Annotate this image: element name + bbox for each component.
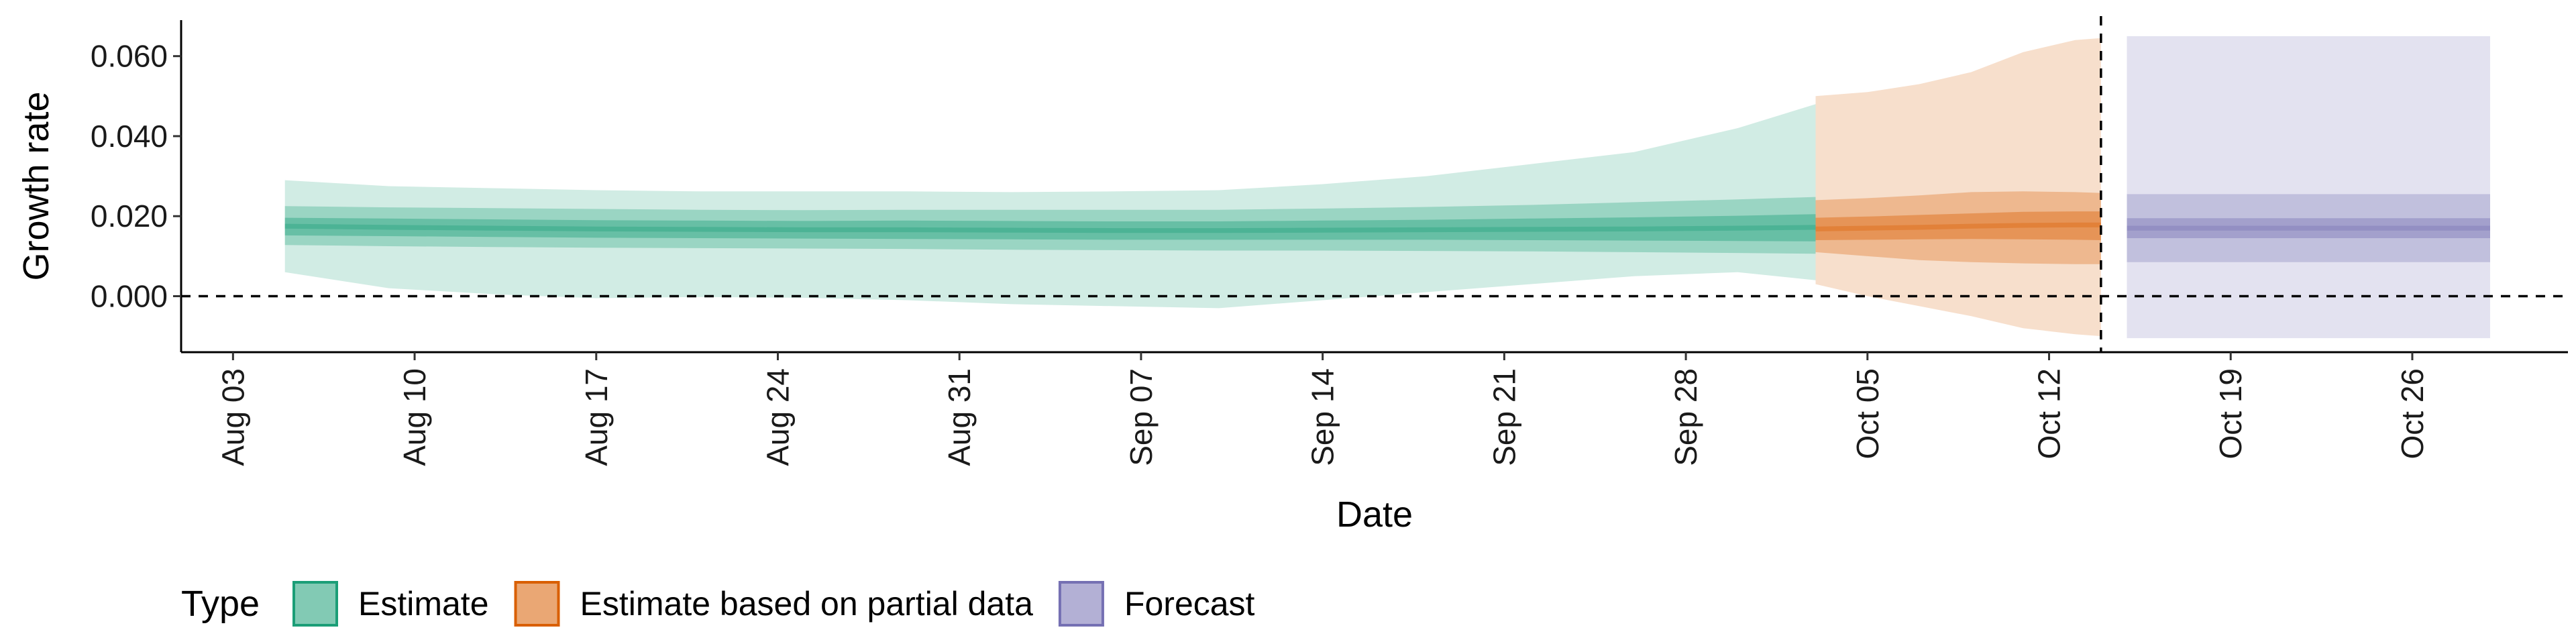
series-0	[284, 104, 1816, 309]
x-tick-label-10: Oct 12	[2032, 368, 2067, 460]
y-tick-label-3: 0.060	[91, 39, 168, 74]
legend-title: Type	[181, 584, 260, 624]
axes: 0.000 0.020 0.040 0.060 Aug 03 Aug 10 Aug 17 Au…	[91, 20, 2568, 466]
band-ci90-series-2	[2127, 194, 2490, 262]
x-tick-label-4: Aug 31	[942, 368, 977, 466]
legend-swatch-1	[514, 581, 560, 627]
y-axis-title: Growth rate	[16, 91, 56, 280]
band-ci90-series-0	[284, 197, 1816, 254]
bands-layer	[284, 36, 2490, 339]
legend-label-0: Estimate	[358, 585, 489, 623]
legend: Type Estimate Estimate based on partial d…	[181, 581, 1255, 627]
series-2	[2127, 36, 2490, 339]
series-1	[1815, 38, 2101, 337]
band-ci50-series-2	[2127, 218, 2490, 238]
band-ci50-series-1	[1815, 211, 2101, 240]
band-ci50-series-0	[284, 214, 1816, 241]
x-tick-label-2: Aug 17	[579, 368, 614, 466]
legend-swatch-2	[1058, 581, 1104, 627]
y-tick-label-0: 0.000	[91, 279, 168, 314]
band-ci95-series-0	[284, 104, 1816, 309]
x-tick-label-7: Sep 21	[1487, 368, 1521, 466]
x-tick-label-11: Oct 19	[2213, 368, 2248, 460]
legend-label-1: Estimate based on partial data	[580, 585, 1034, 623]
legend-label-2: Forecast	[1124, 585, 1255, 623]
x-tick-label-3: Aug 24	[761, 368, 796, 466]
band-ci90-series-1	[1815, 191, 2101, 264]
x-tick-label-0: Aug 03	[215, 368, 250, 466]
x-tick-label-1: Aug 10	[397, 368, 432, 466]
x-axis-title: Date	[1336, 494, 1413, 535]
y-tick-label-2: 0.040	[91, 119, 168, 154]
band-ci95-series-1	[1815, 38, 2101, 337]
median-band-series-1	[1815, 222, 2101, 231]
reference-lines	[181, 16, 2568, 352]
x-tick-label-5: Sep 07	[1124, 368, 1159, 466]
x-tick-label-6: Sep 14	[1305, 368, 1340, 466]
band-ci95-series-2	[2127, 36, 2490, 339]
x-tick-label-12: Oct 26	[2395, 368, 2430, 460]
median-band-series-0	[284, 223, 1816, 233]
x-tick-label-9: Oct 05	[1850, 368, 1885, 460]
legend-swatch-0	[292, 581, 338, 627]
x-tick-label-8: Sep 28	[1668, 368, 1703, 466]
y-tick-label-1: 0.020	[91, 199, 168, 233]
median-band-series-2	[2127, 225, 2490, 231]
